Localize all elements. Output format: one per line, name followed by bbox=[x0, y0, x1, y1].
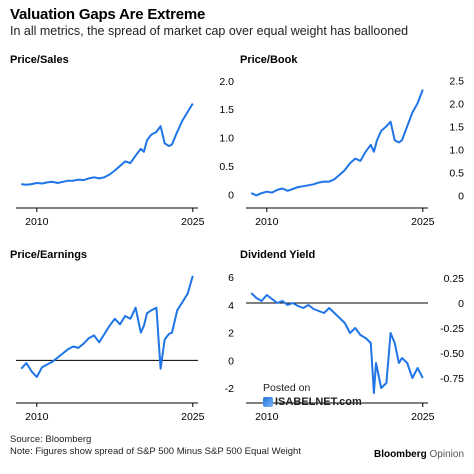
y-tick-label: 2.0 bbox=[449, 98, 464, 110]
x-tick-label: 2025 bbox=[181, 411, 205, 423]
panel-title: Price/Sales bbox=[10, 54, 69, 66]
x-tick-label: 2010 bbox=[255, 216, 279, 228]
y-tick-label: -2 bbox=[225, 383, 234, 395]
series-line bbox=[20, 275, 194, 378]
series-line bbox=[21, 102, 194, 186]
page-title: Valuation Gaps Are Extreme bbox=[10, 6, 206, 23]
y-tick-label: 0.5 bbox=[449, 167, 464, 179]
y-tick-label: -0.50 bbox=[440, 348, 464, 360]
chart-price-earnings: Price/Earnings -2 0 2 4 6 2010 2025 bbox=[10, 249, 234, 423]
y-tick-label: 2.0 bbox=[219, 76, 234, 88]
y-tick-label: 0 bbox=[458, 298, 464, 310]
x-tick-label: 2010 bbox=[255, 411, 279, 423]
panel-title: Price/Earnings bbox=[10, 249, 87, 261]
chart-dividend-yield: Dividend Yield 0.25 0 -0.25 -0.50 -0.75 2010 20… bbox=[240, 249, 465, 423]
watermark-brand: ISABELNET.com bbox=[263, 395, 362, 409]
bloomberg-opinion-logo: Bloomberg Opinion bbox=[374, 449, 464, 460]
series-line bbox=[250, 89, 424, 197]
x-tick-label: 2025 bbox=[181, 216, 205, 228]
y-tick-label: 4 bbox=[228, 300, 234, 312]
y-tick-label: 1.5 bbox=[219, 104, 234, 116]
x-tick-label: 2010 bbox=[25, 216, 49, 228]
x-tick-label: 2010 bbox=[25, 411, 49, 423]
y-tick-label: 6 bbox=[228, 272, 234, 284]
page-subtitle: In all metrics, the spread of market cap… bbox=[10, 24, 409, 38]
chart-price-book: Price/Book 0 0.5 1.0 1.5 2.0 2.5 2010 2025 bbox=[240, 54, 464, 228]
panel-title: Dividend Yield bbox=[240, 249, 315, 261]
note-text: Note: Figures show spread of S&P 500 Min… bbox=[10, 446, 301, 457]
x-tick-label: 2025 bbox=[411, 411, 435, 423]
y-tick-label: -0.75 bbox=[440, 373, 464, 385]
y-tick-label: 2 bbox=[228, 328, 234, 340]
y-tick-label: 0.25 bbox=[444, 273, 465, 285]
panel-title: Price/Book bbox=[240, 54, 298, 66]
footer: Source: Bloomberg Note: Figures show spr… bbox=[10, 434, 301, 458]
watermark-line1: Posted on bbox=[263, 382, 311, 394]
watermark: Posted on ISABELNET.com bbox=[263, 381, 362, 409]
y-tick-label: 1.0 bbox=[219, 133, 234, 145]
y-tick-label: 1.5 bbox=[449, 121, 464, 133]
logo-sub: Opinion bbox=[429, 449, 464, 460]
y-tick-label: 0 bbox=[458, 190, 464, 202]
x-tick-label: 2025 bbox=[411, 216, 435, 228]
y-tick-label: -0.25 bbox=[440, 323, 464, 335]
isabelnet-logo-icon bbox=[263, 397, 273, 407]
watermark-line2: ISABELNET.com bbox=[275, 396, 362, 408]
y-tick-label: 2.5 bbox=[449, 75, 464, 87]
y-tick-label: 0.5 bbox=[219, 161, 234, 173]
series-line bbox=[250, 292, 424, 394]
y-tick-label: 0 bbox=[228, 189, 234, 201]
chart-price-sales: Price/Sales 0 0.5 1.0 1.5 2.0 2010 2025 bbox=[10, 54, 234, 228]
y-tick-label: 1.0 bbox=[449, 144, 464, 156]
y-tick-label: 0 bbox=[228, 355, 234, 367]
logo-brand: Bloomberg bbox=[373, 449, 427, 460]
source-text: Source: Bloomberg bbox=[10, 434, 92, 445]
